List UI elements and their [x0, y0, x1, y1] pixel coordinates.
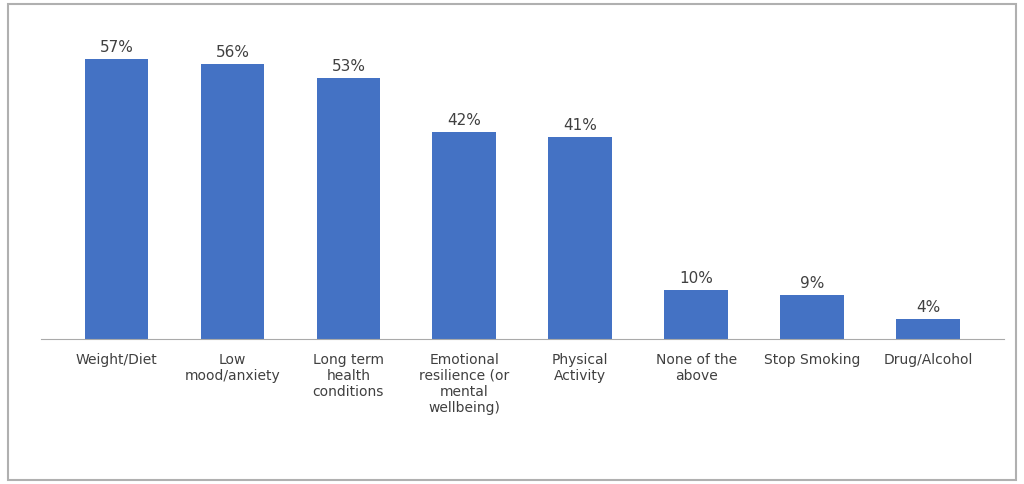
Text: 56%: 56% [215, 45, 250, 60]
Bar [896, 319, 959, 339]
Bar [316, 78, 380, 339]
Text: 41%: 41% [563, 119, 597, 134]
Text: 53%: 53% [332, 60, 366, 75]
Text: 10%: 10% [679, 271, 713, 286]
Text: 42%: 42% [447, 113, 481, 128]
Bar [665, 289, 728, 339]
Text: 4%: 4% [915, 300, 940, 315]
Bar [432, 133, 497, 339]
Bar [548, 137, 612, 339]
Bar [780, 295, 844, 339]
Bar [85, 59, 148, 339]
Text: 57%: 57% [99, 40, 133, 55]
Bar [201, 63, 264, 339]
Text: 9%: 9% [800, 276, 824, 290]
